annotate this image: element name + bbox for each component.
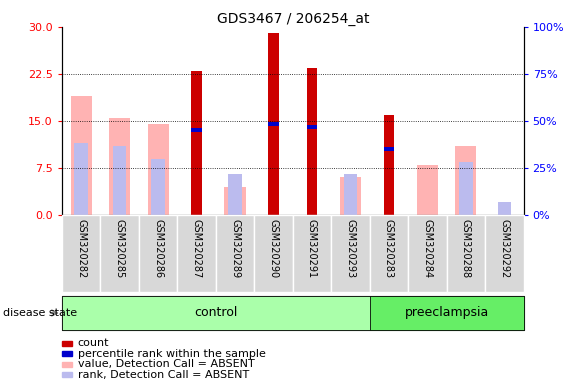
Bar xyxy=(340,177,361,215)
Text: preeclampsia: preeclampsia xyxy=(405,306,489,319)
Bar xyxy=(383,147,394,151)
Text: GSM320285: GSM320285 xyxy=(115,219,124,278)
FancyBboxPatch shape xyxy=(254,215,293,292)
FancyBboxPatch shape xyxy=(370,215,408,292)
Bar xyxy=(70,96,92,215)
FancyBboxPatch shape xyxy=(331,215,370,292)
Text: GSM320288: GSM320288 xyxy=(461,219,471,278)
FancyBboxPatch shape xyxy=(62,215,100,292)
Text: GSM320289: GSM320289 xyxy=(230,219,240,278)
Bar xyxy=(148,124,169,215)
Bar xyxy=(62,341,72,346)
FancyBboxPatch shape xyxy=(485,215,524,292)
Bar xyxy=(191,129,202,132)
Bar xyxy=(62,362,72,367)
Title: GDS3467 / 206254_at: GDS3467 / 206254_at xyxy=(217,12,369,26)
Text: GSM320286: GSM320286 xyxy=(153,219,163,278)
FancyBboxPatch shape xyxy=(408,215,446,292)
Bar xyxy=(459,162,472,215)
Bar xyxy=(383,115,394,215)
Bar xyxy=(151,159,165,215)
Text: GSM320292: GSM320292 xyxy=(499,219,510,278)
Bar xyxy=(370,296,524,330)
Bar xyxy=(498,202,511,215)
FancyBboxPatch shape xyxy=(139,215,177,292)
Bar xyxy=(62,296,370,330)
Text: GSM320287: GSM320287 xyxy=(191,219,202,278)
Text: GSM320291: GSM320291 xyxy=(307,219,317,278)
Bar xyxy=(113,146,126,215)
FancyBboxPatch shape xyxy=(177,215,216,292)
Text: control: control xyxy=(194,306,238,319)
FancyBboxPatch shape xyxy=(446,215,485,292)
FancyBboxPatch shape xyxy=(100,215,139,292)
Text: GSM320284: GSM320284 xyxy=(422,219,432,278)
Text: GSM320293: GSM320293 xyxy=(346,219,355,278)
Text: count: count xyxy=(78,338,109,348)
Text: value, Detection Call = ABSENT: value, Detection Call = ABSENT xyxy=(78,359,254,369)
Bar xyxy=(268,122,279,126)
Text: percentile rank within the sample: percentile rank within the sample xyxy=(78,349,266,359)
Text: disease state: disease state xyxy=(3,308,77,318)
Bar xyxy=(191,71,202,215)
Bar xyxy=(268,33,279,215)
Bar xyxy=(62,372,72,377)
Text: GSM320282: GSM320282 xyxy=(76,219,86,278)
Bar xyxy=(307,125,318,129)
Bar xyxy=(307,68,318,215)
Text: GSM320290: GSM320290 xyxy=(269,219,279,278)
Bar xyxy=(229,174,242,215)
Text: rank, Detection Call = ABSENT: rank, Detection Call = ABSENT xyxy=(78,370,249,380)
Bar xyxy=(74,143,88,215)
Bar xyxy=(62,351,72,356)
Bar xyxy=(109,118,130,215)
Bar xyxy=(344,174,357,215)
FancyBboxPatch shape xyxy=(293,215,331,292)
Text: GSM320283: GSM320283 xyxy=(384,219,394,278)
Bar xyxy=(417,165,438,215)
Bar xyxy=(455,146,476,215)
FancyBboxPatch shape xyxy=(216,215,254,292)
Bar xyxy=(225,187,245,215)
